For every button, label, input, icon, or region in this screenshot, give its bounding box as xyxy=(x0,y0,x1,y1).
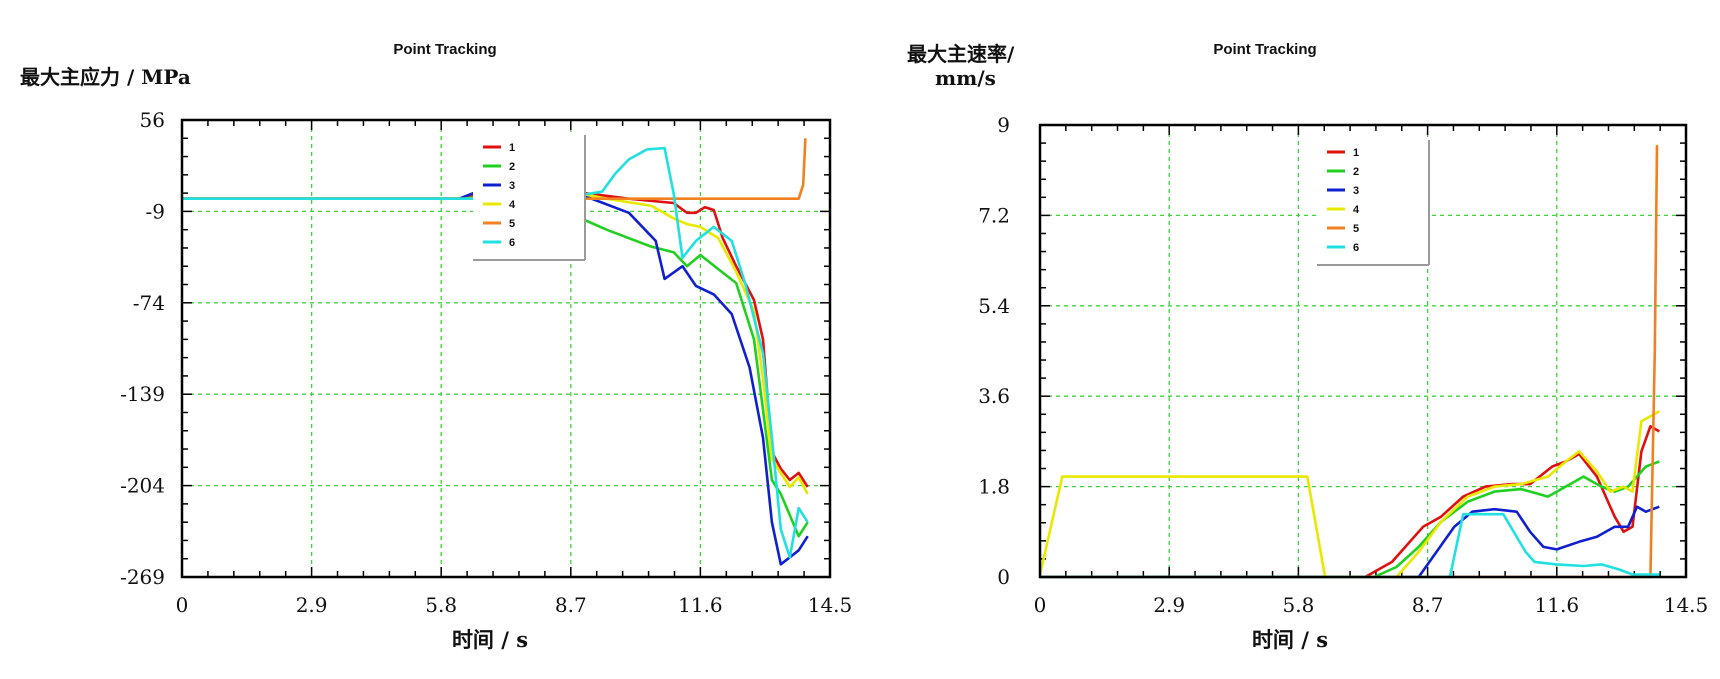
y-tick-label: -9 xyxy=(146,199,165,223)
series-6-line xyxy=(1040,512,1660,579)
chart-title: Point Tracking xyxy=(393,41,496,58)
y-tick-label: 5.4 xyxy=(978,294,1010,318)
legend-label-1: 1 xyxy=(509,142,515,154)
series-4-line xyxy=(1038,410,1660,579)
legend-label-6: 6 xyxy=(509,237,515,249)
series-3-line xyxy=(1040,505,1660,579)
legend-label-4: 4 xyxy=(1353,204,1360,216)
legend-label-4: 4 xyxy=(509,199,516,211)
plot-frame xyxy=(180,118,832,579)
legend-label-2: 2 xyxy=(509,161,515,173)
x-tick-label: 8.7 xyxy=(1412,593,1444,617)
y-axis-label: 最大主速率/mm/s xyxy=(907,42,1015,90)
x-tick-label: 14.5 xyxy=(1664,593,1709,617)
y-axis-label: 最大主应力 / MPa xyxy=(20,65,191,89)
legend-label-5: 5 xyxy=(1353,223,1359,235)
x-axis-label: 时间 / s xyxy=(1252,627,1328,652)
legend: 1 2 3 4 5 6 xyxy=(1317,140,1430,266)
y-tick-label: 56 xyxy=(140,108,165,132)
legend: 1 2 3 4 5 6 xyxy=(473,135,586,261)
legend-label-6: 6 xyxy=(1353,242,1359,254)
chart-panel-2: Point Tracking 最大主速率/mm/s 时间 / s 0 2.9 5.8 8.7… xyxy=(907,41,1708,652)
y-tick-label: 1.8 xyxy=(978,475,1010,499)
legend-label-3: 3 xyxy=(509,180,515,192)
plot-frame xyxy=(1038,123,1688,579)
series-1-line xyxy=(1040,425,1660,579)
x-axis-label: 时间 / s xyxy=(452,627,528,652)
legend-box xyxy=(1317,140,1429,265)
y-tick-label: -139 xyxy=(120,382,165,406)
y-tick-label: 7.2 xyxy=(978,203,1010,227)
x-tick-label: 2.9 xyxy=(1153,593,1185,617)
x-tick-label: 5.8 xyxy=(1282,593,1314,617)
y-tick-label: -204 xyxy=(120,474,165,498)
x-tick-label: 0 xyxy=(1034,593,1047,617)
x-tick-label: 0 xyxy=(176,593,189,617)
y-tick-label: -74 xyxy=(133,291,165,315)
y-tick-label: -269 xyxy=(120,565,165,589)
x-tick-label: 8.7 xyxy=(555,593,587,617)
chart-panel-1: Point Tracking 最大主应力 / MPa 时间 / s 0 2.9 5.8 8.… xyxy=(20,41,852,652)
x-tick-label: 11.6 xyxy=(1535,593,1580,617)
y-tick-label: 3.6 xyxy=(978,384,1010,408)
legend-label-3: 3 xyxy=(1353,185,1359,197)
legend-label-5: 5 xyxy=(509,218,515,230)
x-tick-label: 2.9 xyxy=(296,593,328,617)
x-tick-label: 11.6 xyxy=(678,593,723,617)
legend-label-2: 2 xyxy=(1353,166,1359,178)
y-tick-label: 9 xyxy=(997,113,1010,137)
chart-title: Point Tracking xyxy=(1213,41,1316,58)
x-tick-label: 5.8 xyxy=(425,593,457,617)
series-6-line xyxy=(182,146,809,559)
legend-box xyxy=(473,135,585,260)
series-2-line xyxy=(1040,460,1660,579)
x-tick-label: 14.5 xyxy=(808,593,853,617)
legend-label-1: 1 xyxy=(1353,147,1359,159)
y-tick-label: 0 xyxy=(997,565,1010,589)
